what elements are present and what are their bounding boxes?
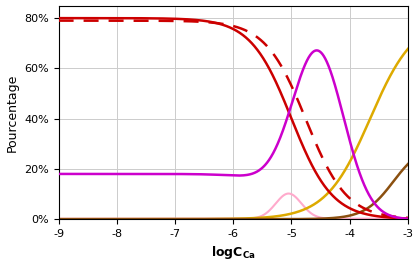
X-axis label: $\mathbf{logC_{Ca}}$: $\mathbf{logC_{Ca}}$ — [211, 245, 256, 261]
Y-axis label: Pourcentage: Pourcentage — [5, 73, 18, 152]
